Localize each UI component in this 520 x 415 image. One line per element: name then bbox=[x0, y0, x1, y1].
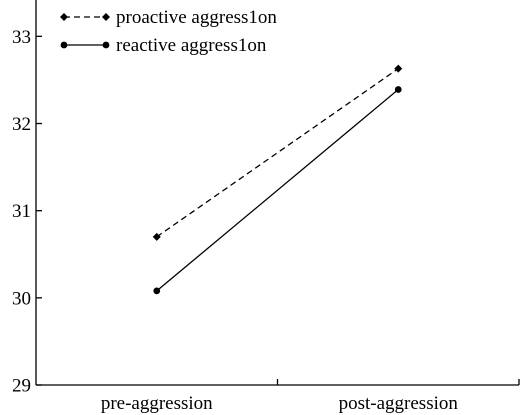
y-tick-label: 31 bbox=[12, 201, 31, 222]
series-line bbox=[156, 89, 399, 292]
legend-marker bbox=[60, 41, 68, 49]
legend-item-reactive: reactive aggress1on bbox=[60, 35, 267, 56]
legend: proactive aggress1on reactive aggress1on bbox=[60, 7, 277, 56]
data-point bbox=[153, 287, 161, 295]
data-point bbox=[394, 64, 403, 73]
legend-marker-reactive-right bbox=[102, 41, 110, 49]
x-tick-group: pre-aggression post-aggression bbox=[101, 379, 520, 414]
y-tick-group: 29 30 31 32 33 bbox=[12, 27, 42, 397]
legend-marker-proactive-left bbox=[60, 13, 68, 21]
series-layer bbox=[152, 64, 403, 295]
data-point bbox=[394, 86, 402, 93]
axes: 29 30 31 32 33 pre-aggression post-aggression bbox=[12, 0, 520, 414]
legend-marker bbox=[102, 41, 110, 49]
legend-label-proactive: proactive aggress1on bbox=[116, 7, 277, 28]
y-tick-label: 33 bbox=[12, 27, 31, 48]
legend-label-reactive: reactive aggress1on bbox=[116, 35, 267, 56]
y-tick-label: 30 bbox=[12, 288, 31, 309]
legend-marker bbox=[102, 13, 110, 21]
legend-marker bbox=[60, 13, 68, 21]
legend-marker-proactive-right bbox=[102, 13, 110, 21]
legend-item-proactive: proactive aggress1on bbox=[60, 7, 277, 28]
y-tick-label: 32 bbox=[12, 114, 31, 135]
series-reactive bbox=[153, 86, 402, 295]
series-proactive bbox=[152, 64, 403, 241]
legend-marker-reactive-left bbox=[60, 41, 68, 49]
data-point bbox=[152, 232, 161, 241]
x-tick-label: pre-aggression bbox=[101, 393, 213, 414]
series-line bbox=[156, 68, 399, 238]
y-tick-label: 29 bbox=[12, 376, 31, 397]
x-tick-label: post-aggression bbox=[339, 393, 459, 414]
